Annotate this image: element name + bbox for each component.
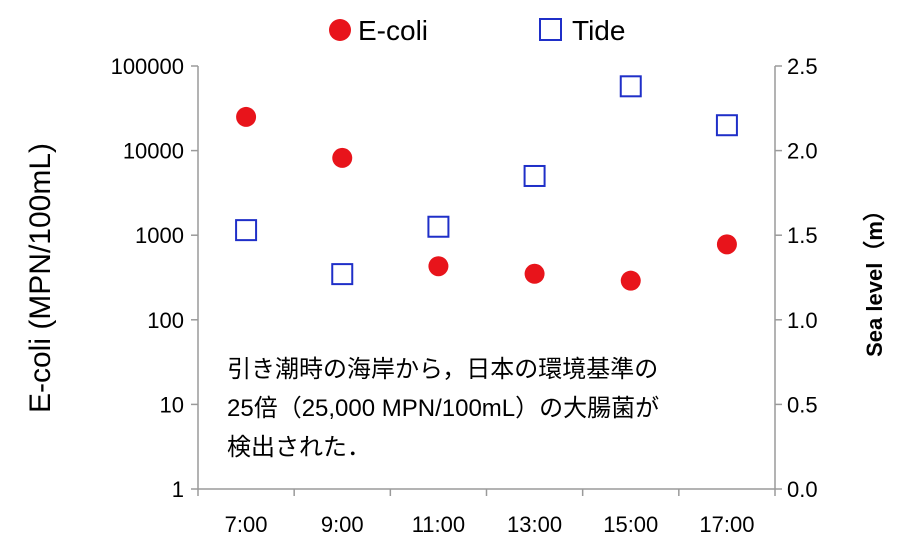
legend-label-ecoli: E-coli <box>358 15 428 46</box>
legend-marker-ecoli <box>329 19 351 41</box>
left-tick-label: 100000 <box>111 54 184 79</box>
tide-point <box>523 164 546 187</box>
x-tick-label: 9:00 <box>321 512 364 537</box>
tide-point <box>619 75 642 98</box>
tide-point <box>331 263 354 286</box>
ecoli-point <box>428 256 449 277</box>
legend: E-coli Tide <box>329 15 625 46</box>
right-tick-labels: 0.0 0.5 1.0 1.5 2.0 2.5 <box>787 54 818 502</box>
y-axis-right-label: Sea level（m） <box>862 199 887 357</box>
ecoli-series <box>236 106 737 291</box>
ecoli-point <box>620 270 641 291</box>
left-tick-label: 1 <box>172 477 184 502</box>
tide-point <box>427 215 450 238</box>
x-tick-label: 17:00 <box>699 512 754 537</box>
x-tick-label: 7:00 <box>225 512 268 537</box>
axis-ticks <box>191 65 782 496</box>
ecoli-point <box>332 147 353 168</box>
left-tick-labels: 1 10 100 1000 10000 100000 <box>111 54 184 502</box>
x-tick-label: 15:00 <box>603 512 658 537</box>
left-tick-label: 10 <box>160 392 184 417</box>
right-tick-label: 1.5 <box>787 223 818 248</box>
tide-series <box>235 75 738 286</box>
y-axis-left-label: E-coli (MPN/100mL) <box>24 143 57 413</box>
annotation-line-2: 25倍（25,000 MPN/100mL）の大腸菌が <box>227 395 659 422</box>
right-tick-label: 1.0 <box>787 308 818 333</box>
plot-area <box>191 65 782 496</box>
legend-label-tide: Tide <box>572 15 625 46</box>
annotation-line-3: 検出された． <box>227 434 371 461</box>
right-tick-label: 0.0 <box>787 477 818 502</box>
ecoli-point <box>524 263 545 284</box>
left-tick-label: 10000 <box>123 139 184 164</box>
left-tick-label: 100 <box>147 308 184 333</box>
x-tick-label: 13:00 <box>507 512 562 537</box>
ecoli-point <box>716 234 737 255</box>
annotation-line-1: 引き潮時の海岸から，日本の環境基準の <box>227 356 658 383</box>
annotation: 引き潮時の海岸から，日本の環境基準の 25倍（25,000 MPN/100mL）… <box>227 356 659 461</box>
tide-point <box>715 114 738 137</box>
ecoli-point <box>236 106 257 127</box>
tide-point <box>235 219 258 242</box>
right-tick-label: 0.5 <box>787 392 818 417</box>
x-tick-labels: 7:00 9:00 11:00 13:00 15:00 17:00 <box>225 512 755 537</box>
x-tick-label: 11:00 <box>412 512 465 537</box>
left-tick-label: 1000 <box>135 223 184 248</box>
right-tick-label: 2.5 <box>787 54 818 79</box>
legend-marker-tide <box>539 18 562 41</box>
right-tick-label: 2.0 <box>787 139 818 164</box>
